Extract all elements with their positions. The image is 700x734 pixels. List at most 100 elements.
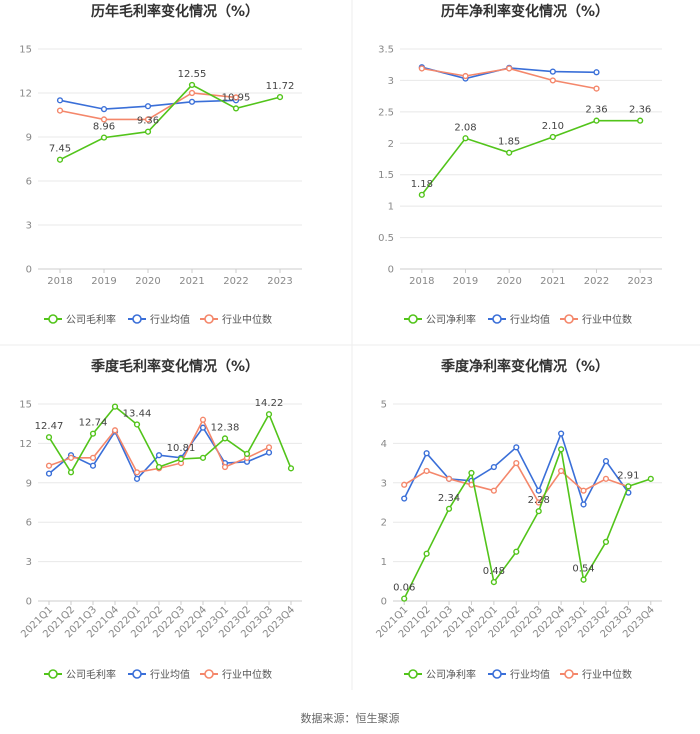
data-point-median[interactable]: [506, 65, 513, 72]
data-point-median[interactable]: [144, 116, 152, 123]
data-point-company[interactable]: [199, 454, 207, 461]
data-point-avg[interactable]: [513, 444, 520, 451]
data-point-company[interactable]: [100, 134, 108, 141]
data-point-company[interactable]: [133, 421, 141, 428]
data-point-median[interactable]: [89, 454, 97, 461]
data-point-median[interactable]: [67, 454, 75, 461]
data-point-median[interactable]: [188, 89, 196, 97]
data-point-median[interactable]: [221, 463, 229, 471]
data-point-company[interactable]: [423, 550, 430, 557]
data-point-median[interactable]: [558, 467, 565, 475]
legend-marker-icon: [564, 669, 574, 679]
legend-item-avg[interactable]: 行业均值: [488, 668, 550, 681]
data-point-avg[interactable]: [549, 68, 556, 75]
data-point-median[interactable]: [45, 462, 53, 469]
data-point-company[interactable]: [506, 149, 513, 156]
data-point-median[interactable]: [265, 444, 273, 451]
data-point-avg[interactable]: [535, 487, 542, 494]
data-point-company[interactable]: [144, 128, 152, 135]
data-point-company[interactable]: [243, 450, 251, 458]
data-point-avg[interactable]: [56, 97, 64, 104]
data-point-avg[interactable]: [602, 458, 610, 465]
data-point-company[interactable]: [549, 133, 556, 141]
data-point-median[interactable]: [199, 416, 207, 423]
data-point-company[interactable]: [418, 191, 425, 198]
data-point-avg[interactable]: [144, 103, 152, 110]
data-point-avg[interactable]: [89, 462, 97, 469]
data-point-median[interactable]: [593, 85, 600, 92]
data-point-company[interactable]: [89, 430, 97, 437]
data-point-company[interactable]: [287, 465, 295, 472]
data-point-company[interactable]: [602, 538, 610, 546]
data-point-company[interactable]: [468, 469, 475, 477]
data-point-avg[interactable]: [188, 98, 196, 105]
data-point-company[interactable]: [535, 508, 542, 515]
data-point-median[interactable]: [56, 107, 64, 114]
data-label: 2.10: [542, 121, 564, 132]
legend-item-median[interactable]: 行业中位数: [200, 668, 272, 681]
data-point-company[interactable]: [462, 135, 469, 142]
data-point-company[interactable]: [45, 434, 53, 441]
data-point-avg[interactable]: [401, 495, 408, 502]
data-point-company[interactable]: [177, 455, 185, 463]
legend-item-company[interactable]: 公司净利率: [404, 313, 476, 326]
data-point-company[interactable]: [232, 105, 240, 112]
data-point-avg[interactable]: [155, 452, 163, 459]
legend-marker-icon: [204, 314, 214, 324]
data-point-company[interactable]: [445, 505, 453, 512]
data-point-company[interactable]: [625, 483, 632, 490]
data-point-median[interactable]: [513, 460, 520, 467]
data-point-company[interactable]: [513, 548, 520, 555]
data-point-avg[interactable]: [558, 430, 565, 437]
data-point-median[interactable]: [549, 77, 556, 84]
data-point-company[interactable]: [221, 435, 229, 442]
data-point-company[interactable]: [580, 576, 587, 583]
y-tick-label: 0.5: [378, 233, 394, 244]
data-point-avg[interactable]: [45, 470, 53, 477]
data-point-company[interactable]: [155, 463, 163, 471]
data-point-median[interactable]: [401, 481, 408, 488]
data-point-company[interactable]: [56, 156, 64, 163]
legend-item-company[interactable]: 公司净利率: [404, 668, 476, 681]
data-point-avg[interactable]: [593, 69, 600, 76]
data-label: 2.08: [454, 122, 476, 133]
data-point-company[interactable]: [276, 94, 284, 101]
data-point-company[interactable]: [67, 469, 75, 476]
data-point-company[interactable]: [188, 81, 196, 89]
legend-item-median[interactable]: 行业中位数: [200, 313, 272, 326]
data-point-median[interactable]: [602, 475, 610, 482]
data-point-median[interactable]: [418, 65, 425, 72]
data-point-avg[interactable]: [423, 450, 430, 457]
legend-item-company[interactable]: 公司毛利率: [44, 668, 116, 681]
legend-item-avg[interactable]: 行业均值: [488, 313, 550, 326]
data-point-company[interactable]: [593, 117, 600, 124]
legend-item-avg[interactable]: 行业均值: [128, 313, 190, 326]
data-point-median[interactable]: [423, 467, 430, 475]
data-point-avg[interactable]: [580, 501, 587, 508]
legend-item-median[interactable]: 行业中位数: [560, 313, 632, 326]
data-point-median[interactable]: [490, 487, 497, 494]
data-point-company[interactable]: [265, 411, 273, 418]
data-point-company[interactable]: [558, 446, 565, 453]
data-point-median[interactable]: [232, 94, 240, 101]
data-point-median[interactable]: [111, 427, 119, 434]
data-point-company[interactable]: [490, 578, 497, 586]
legend-item-avg[interactable]: 行业均值: [128, 668, 190, 681]
data-point-company[interactable]: [401, 595, 408, 602]
data-point-median[interactable]: [462, 72, 469, 80]
data-point-median[interactable]: [580, 487, 587, 494]
data-point-company[interactable]: [647, 475, 654, 482]
data-point-median[interactable]: [445, 475, 453, 482]
data-point-median[interactable]: [100, 116, 108, 123]
x-tick-label: 2019: [91, 276, 116, 287]
data-point-avg[interactable]: [265, 449, 273, 456]
data-point-avg[interactable]: [133, 475, 141, 482]
data-point-median[interactable]: [133, 469, 141, 476]
data-point-avg[interactable]: [199, 424, 207, 431]
data-point-company[interactable]: [637, 117, 644, 124]
legend-item-company[interactable]: 公司毛利率: [44, 313, 116, 326]
data-point-company[interactable]: [111, 403, 119, 410]
legend-item-median[interactable]: 行业中位数: [560, 668, 632, 681]
data-point-avg[interactable]: [100, 106, 108, 113]
data-point-avg[interactable]: [490, 463, 497, 471]
